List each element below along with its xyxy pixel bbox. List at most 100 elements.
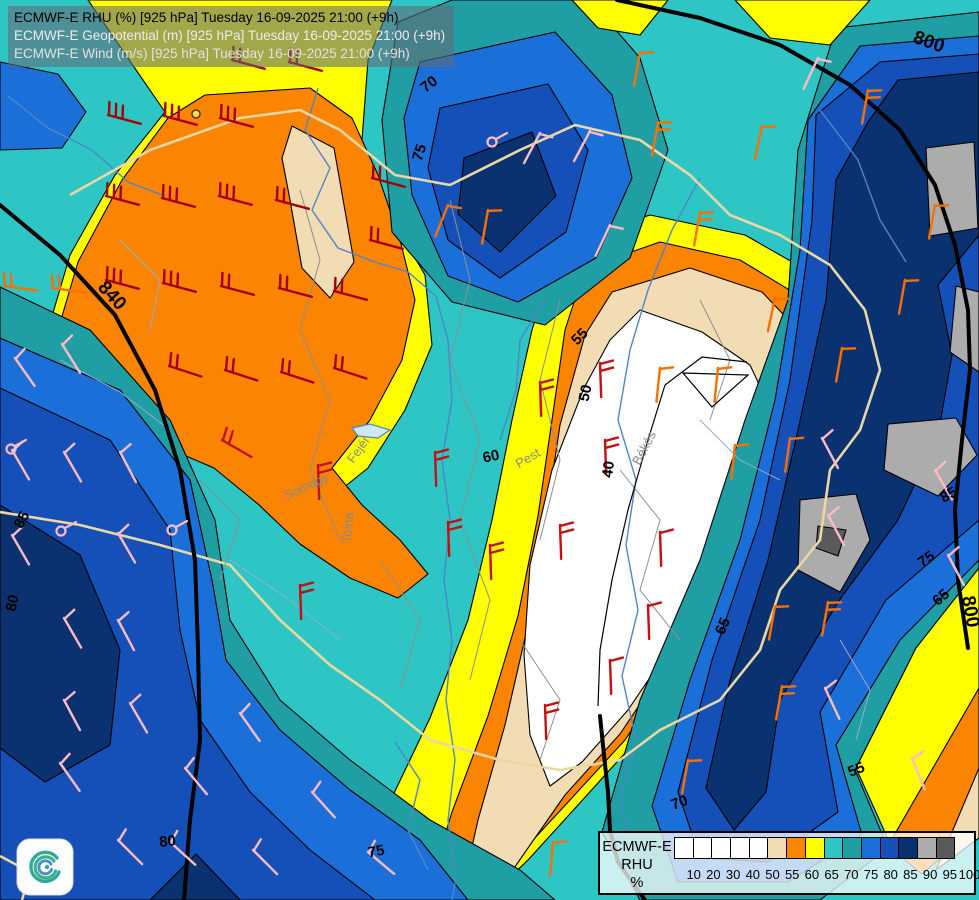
wind-barb-icon bbox=[218, 103, 255, 128]
rh-contour-label: 80 bbox=[3, 593, 23, 613]
legend-tick-label: 10 bbox=[686, 867, 701, 882]
wind-barb-icon bbox=[730, 443, 750, 481]
legend-tick-label: 85 bbox=[903, 867, 918, 882]
wind-barb-icon bbox=[802, 56, 832, 91]
river-line bbox=[304, 87, 457, 900]
county-border-line bbox=[449, 199, 491, 681]
wind-barb-icon bbox=[834, 346, 857, 383]
wind-barb-icon bbox=[927, 203, 950, 240]
legend-swatch bbox=[935, 837, 956, 859]
legend-parameter-label: RHU bbox=[621, 857, 653, 873]
wind-barb-icon bbox=[316, 461, 333, 501]
wind-barb-icon bbox=[632, 50, 655, 87]
legend-swatch bbox=[767, 837, 788, 859]
title-line-rhu: ECMWF-E RHU (%) [925 hPa] Tuesday 16-09-… bbox=[14, 10, 399, 25]
spiral-icon bbox=[29, 850, 61, 883]
legend-tick-label: 75 bbox=[863, 867, 879, 882]
stream-line bbox=[839, 639, 871, 741]
rh-region-blob-navy bbox=[457, 131, 557, 253]
inner-rh-contours bbox=[597, 356, 750, 707]
legend-swatch bbox=[842, 837, 862, 859]
wind-barb-icon bbox=[238, 702, 261, 743]
legend-tick-label: 65 bbox=[824, 867, 839, 882]
wind-barb-icon bbox=[332, 353, 368, 380]
wind-barb-icon bbox=[897, 278, 920, 315]
county-border-line bbox=[539, 299, 561, 541]
geopotential-line-geo-800 bbox=[615, 0, 972, 650]
rh-contour-label: 60 bbox=[481, 447, 501, 467]
wind-barb-icon bbox=[168, 829, 197, 866]
wind-barb-icon bbox=[488, 541, 505, 581]
wind-barb-icon bbox=[823, 679, 841, 721]
wind-barb-icon bbox=[366, 839, 396, 876]
river-line bbox=[819, 109, 907, 263]
county-border-line bbox=[299, 189, 341, 541]
title-line-wind: ECMWF-E Wind (m/s) [925 hPa] Tuesday 16-… bbox=[14, 46, 410, 61]
country-border-line bbox=[69, 108, 867, 311]
geopotential-label: 800 bbox=[957, 594, 979, 629]
rh-contour-rh40-b bbox=[664, 356, 748, 386]
legend-tick-label: 90 bbox=[922, 867, 938, 882]
stream-line bbox=[119, 239, 161, 331]
wind-barb-icon bbox=[106, 100, 143, 125]
calm-wind-icon bbox=[5, 438, 28, 455]
wind-barb-icon bbox=[603, 436, 620, 476]
wind-barb-icon bbox=[646, 601, 663, 641]
legend-tick-label: 100 bbox=[958, 867, 979, 882]
wind-barb-icon bbox=[167, 351, 203, 378]
wind-barb-icon bbox=[298, 581, 315, 621]
wind-barb-icon bbox=[104, 181, 141, 206]
rh-contour-label: 85 bbox=[11, 509, 34, 532]
place-name-label: Tolna bbox=[339, 511, 357, 544]
wind-barb-icon bbox=[910, 750, 926, 791]
wind-barb-icon bbox=[62, 690, 82, 732]
wind-barb-icon bbox=[116, 610, 136, 652]
wind-barb-icon bbox=[332, 276, 369, 301]
color-scale-legend: ECMWF-E RHU % 10 20 30 40 50 55 60 65 70 75 80 85 90… bbox=[598, 831, 979, 895]
legend-swatch bbox=[823, 837, 844, 859]
wind-barb-icon bbox=[2, 271, 39, 292]
rh-contour-label: 40 bbox=[599, 460, 618, 479]
wind-barb-icon bbox=[104, 265, 141, 290]
rh-region-gray-e1 bbox=[949, 285, 979, 373]
wind-barb-icon bbox=[368, 225, 405, 250]
wind-barb-icon bbox=[10, 525, 31, 566]
wind-barb-icon bbox=[446, 518, 463, 558]
wind-barb-icon bbox=[608, 656, 625, 696]
wind-barb-icon bbox=[820, 600, 843, 637]
wind-barb-icon bbox=[116, 828, 144, 866]
wind-barb-icon bbox=[548, 839, 568, 878]
borders-layer bbox=[0, 108, 882, 900]
wind-barb-icon bbox=[774, 684, 797, 721]
legend-tick-label: 40 bbox=[745, 867, 761, 882]
legend-swatch bbox=[786, 837, 806, 859]
calm-wind-icon bbox=[486, 131, 509, 148]
wind-barb-icon bbox=[655, 366, 675, 404]
wind-barb-icon bbox=[650, 120, 673, 157]
county-border-line bbox=[619, 469, 681, 641]
rh-contour-label: 65 bbox=[712, 615, 734, 637]
legend-tick-label: 20 bbox=[706, 867, 721, 882]
wind-barb-icon bbox=[826, 505, 846, 547]
rh-region-sw-navy-tri bbox=[149, 853, 241, 900]
wind-barb-icon bbox=[933, 460, 954, 501]
legend-tick-label: 30 bbox=[725, 867, 741, 882]
wind-barb-icon bbox=[62, 608, 83, 649]
legend-swatch bbox=[711, 837, 732, 859]
wind-barb-icon bbox=[767, 604, 790, 641]
wind-barb-icon bbox=[860, 88, 883, 125]
wind-barb-icon bbox=[434, 203, 463, 238]
wind-barb-icon bbox=[713, 366, 733, 404]
legend-tick-label: 50 bbox=[765, 867, 780, 882]
wind-barb-icon bbox=[543, 701, 560, 741]
wind-barb-icon bbox=[220, 426, 253, 459]
legend-swatch bbox=[692, 837, 713, 859]
legend-swatch bbox=[898, 837, 918, 859]
rh-contour-label: 50 bbox=[576, 383, 596, 403]
wind-barb-icon bbox=[13, 347, 36, 388]
rh-contour-label: 75 bbox=[367, 842, 386, 862]
legend-tick-label: 70 bbox=[844, 867, 859, 882]
